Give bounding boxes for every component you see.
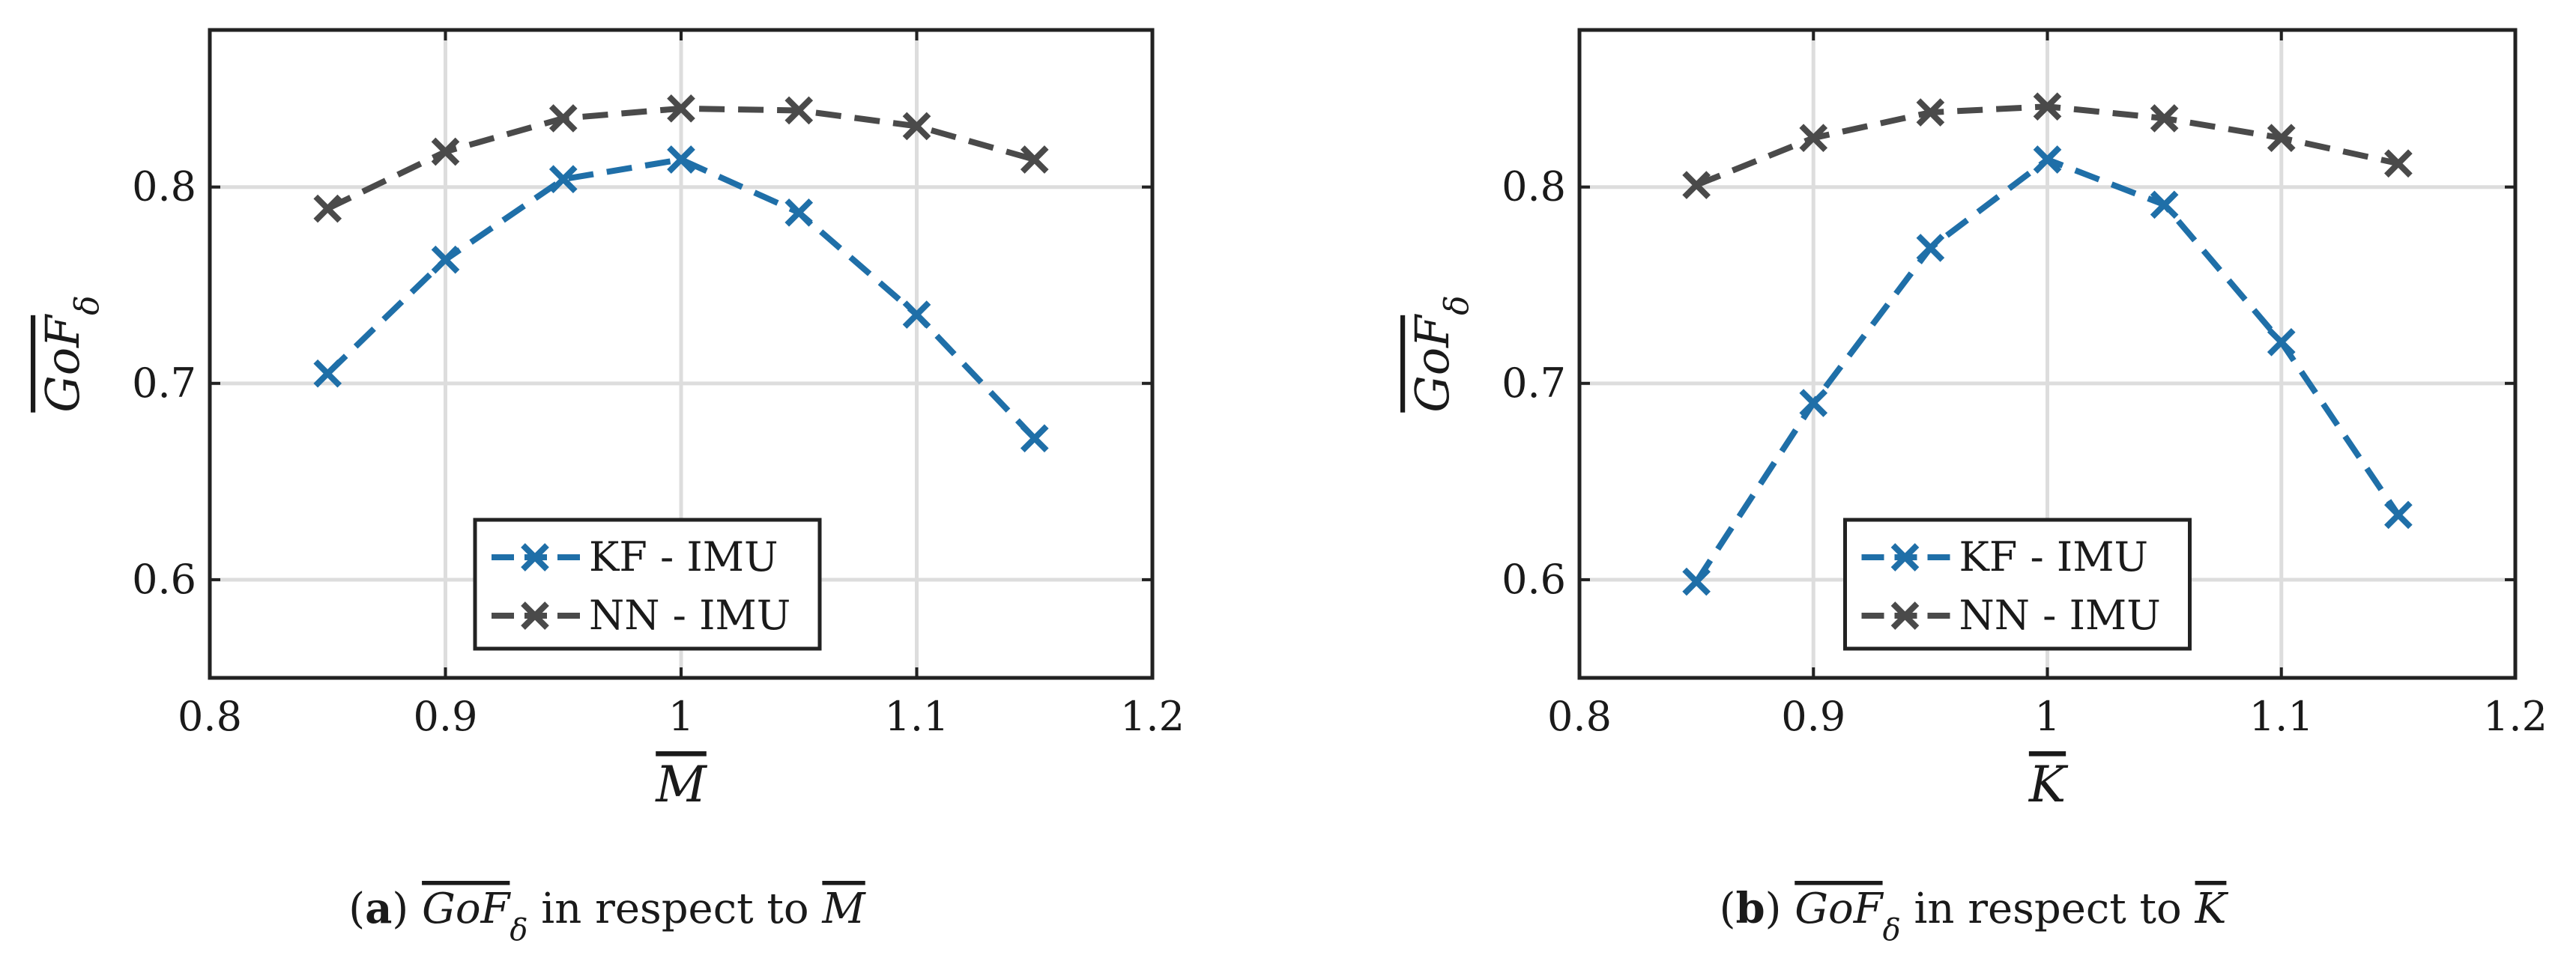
x-tick-label: 1.1 <box>885 693 949 740</box>
data-point-marker <box>2267 124 2296 152</box>
legend-marker <box>1890 601 1920 630</box>
data-point-marker <box>313 194 342 223</box>
chart-panel-b: 0.8 0.9 1 1.1 1.2 0.6 0.7 0.8 KF - IMU NN - IMU K G… <box>1405 28 2548 813</box>
x-axis-label: K <box>2028 756 2069 813</box>
data-point-marker <box>313 359 342 388</box>
legend-marker <box>1890 543 1920 572</box>
data-point-marker <box>1682 567 1711 596</box>
series-kf-imu <box>313 145 1049 453</box>
data-point-marker <box>1020 424 1049 453</box>
series-nn-imu <box>313 94 1049 223</box>
data-point-marker <box>2150 104 2179 133</box>
y-tick-label: 0.6 <box>1502 556 1566 603</box>
data-point-marker <box>1799 389 1828 417</box>
data-point-marker <box>548 165 578 194</box>
data-point-marker <box>2150 190 2179 219</box>
legend: KF - IMU NN - IMU <box>473 518 822 651</box>
x-tick-label: 0.8 <box>1547 693 1612 740</box>
x-tick-label: 0.9 <box>1781 693 1845 740</box>
legend-marker <box>521 543 549 572</box>
data-point-marker <box>2384 500 2413 530</box>
data-point-marker <box>548 104 578 133</box>
data-point-marker <box>902 112 931 141</box>
data-point-marker <box>431 137 460 166</box>
y-tick-label: 0.6 <box>132 556 196 603</box>
legend-box <box>1843 518 2192 651</box>
y-tick-label: 0.8 <box>1502 163 1566 210</box>
data-point-marker <box>784 96 814 125</box>
data-point-marker <box>1916 234 1945 262</box>
x-tick-label: 1.2 <box>1120 693 1185 740</box>
data-point-marker <box>1916 98 1945 127</box>
legend-label: KF - IMU <box>589 533 778 580</box>
y-axis-label: GoFδ <box>1405 295 1476 412</box>
x-tick-label: 0.9 <box>414 693 478 740</box>
y-axis-label: GoFδ <box>35 295 106 412</box>
caption-b: (b) GoFδ in respect to K <box>1720 884 2229 948</box>
legend-label: KF - IMU <box>1959 533 2149 580</box>
data-point-marker <box>2267 327 2296 357</box>
data-point-marker <box>1682 171 1711 199</box>
legend: KF - IMU NN - IMU <box>1843 518 2192 651</box>
legend-marker <box>521 601 549 630</box>
x-axis-label: M <box>655 756 707 813</box>
x-tick-label: 1.1 <box>2249 693 2314 740</box>
data-point-marker <box>667 145 695 174</box>
data-point-marker <box>2033 145 2062 174</box>
x-tick-label: 1 <box>668 693 694 740</box>
y-tick-label: 0.7 <box>1502 360 1566 407</box>
legend-label: NN - IMU <box>1959 592 2161 639</box>
y-tick-label: 0.7 <box>132 360 196 407</box>
data-point-marker <box>784 198 814 227</box>
data-point-marker <box>2033 92 2062 121</box>
x-tick-label: 1.2 <box>2483 693 2548 740</box>
axes-box <box>1577 28 2518 680</box>
data-point-marker <box>667 94 695 123</box>
data-point-marker <box>1799 124 1828 152</box>
series-nn-imu <box>1682 92 2413 199</box>
data-point-marker <box>902 300 931 329</box>
y-tick-label: 0.8 <box>132 163 196 210</box>
axes-box <box>208 28 1155 680</box>
data-point-marker <box>431 245 460 274</box>
series-kf-imu <box>1682 145 2413 596</box>
data-point-marker <box>2384 149 2413 178</box>
data-point-marker <box>1020 145 1049 174</box>
x-tick-label: 1 <box>2034 693 2060 740</box>
legend-label: NN - IMU <box>589 592 790 639</box>
x-tick-label: 0.8 <box>178 693 242 740</box>
chart-panel-a: 0.8 0.9 1 1.1 1.2 0.6 0.7 0.8 KF - IMU NN - IMU M G… <box>35 28 1185 813</box>
legend-box <box>473 518 822 651</box>
caption-a: (a) GoFδ in respect to M <box>348 884 866 948</box>
